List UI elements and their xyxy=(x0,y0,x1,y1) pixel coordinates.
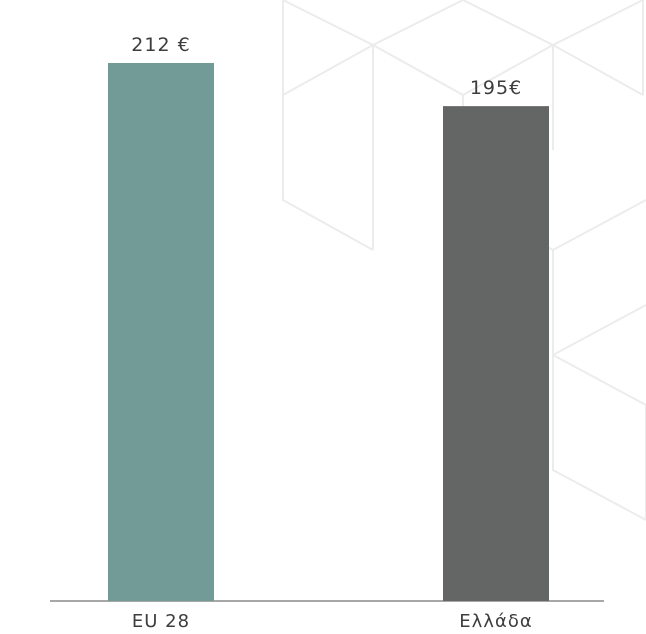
bar-0 xyxy=(108,63,214,601)
x-tick-label-0: EU 28 xyxy=(132,611,190,632)
data-label-1: 195€ xyxy=(470,77,522,99)
bar-1 xyxy=(443,106,549,601)
data-label-0: 212 € xyxy=(131,34,190,56)
x-tick-label-1: Ελλάδα xyxy=(459,611,532,632)
